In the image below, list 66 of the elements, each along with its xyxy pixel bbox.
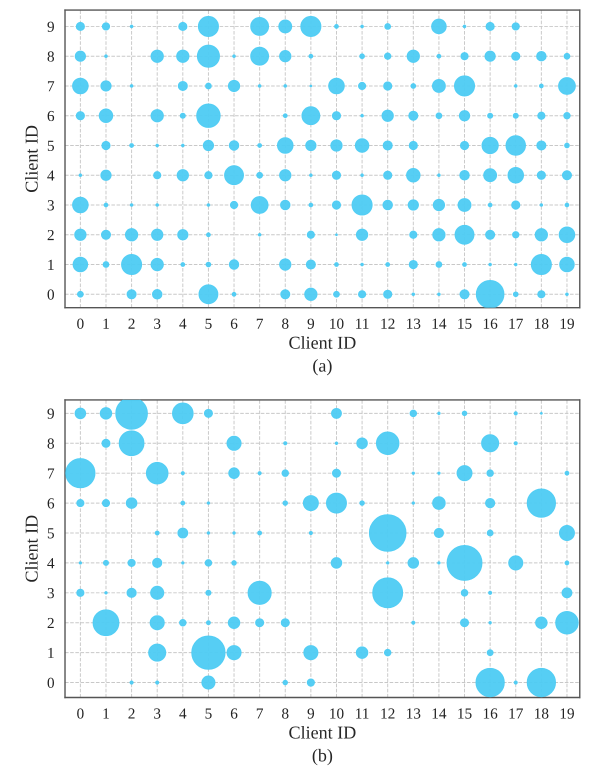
y-tick-label: 4 [47,170,54,181]
x-tick-label: 14 [432,708,446,719]
x-tick-label: 9 [308,708,314,719]
y-tick-label: 3 [48,588,54,598]
x-tick-label: 12 [381,708,394,719]
y-tick-label: 1 [48,648,54,658]
x-tick-label: 14 [432,318,446,329]
x-axis-title: Client ID [289,726,356,739]
x-tick-label: 8 [282,708,288,719]
x-tick-label: 2 [128,708,135,719]
x-tick-label: 10 [330,318,344,329]
x-tick-label: 19 [560,708,574,719]
x-tick-label: 9 [308,318,314,329]
x-tick-label: 12 [381,318,394,329]
y-tick-label: 5 [48,140,54,151]
x-tick-label: 16 [484,318,498,329]
x-tick-label: 8 [282,318,288,329]
y-tick-label: 9 [47,408,54,419]
text: (a) [313,359,332,376]
y-tick-label: 7 [48,468,54,478]
x-tick-label: 5 [205,318,212,329]
x-axis-title: Client ID [289,336,356,349]
y-tick-label: 9 [47,22,54,32]
x-tick-label: 3 [154,708,160,719]
x-tick-label: 6 [230,318,238,329]
x-tick-label: 4 [179,708,186,719]
x-tick-label: 5 [205,708,212,719]
x-tick-label: 0 [77,318,84,329]
y-tick-label: 0 [48,678,54,688]
y-tick-label: 2 [48,230,54,240]
y-tick-label: 6 [48,498,54,509]
text: (b) [312,748,332,766]
x-tick-label: 0 [77,708,84,719]
x-tick-label: 4 [179,318,186,329]
x-tick-label: 2 [128,318,135,329]
x-tick-label: 13 [407,318,420,329]
x-tick-label: 17 [509,708,523,719]
y-tick-label: 4 [47,558,54,568]
x-tick-label: 11 [356,708,369,719]
y-tick-label: 6 [48,110,54,122]
x-tick-label: 11 [356,318,369,329]
x-tick-label: 7 [256,318,264,329]
x-tick-label: 10 [330,708,344,719]
y-tick-label: 8 [48,51,54,62]
x-tick-label: 1 [104,708,109,719]
x-tick-label: 6 [230,708,238,719]
x-tick-label: 1 [104,318,109,329]
x-tick-label: 15 [458,318,472,329]
x-tick-label: 19 [560,318,574,329]
y-tick-label: 1 [48,260,54,270]
x-tick-label: 13 [407,708,420,719]
y-tick-label: 5 [48,528,54,538]
y-axis-title: Client ID [25,126,38,192]
y-tick-label: 8 [48,438,54,449]
y-tick-label: 2 [48,618,54,628]
x-tick-label: 3 [154,318,160,329]
x-tick-label: 7 [256,708,264,719]
y-tick-label: 7 [48,81,54,92]
y-axis-title: Client ID [25,516,38,582]
y-tick-label: 0 [48,289,54,300]
x-tick-label: 17 [509,318,523,329]
x-tick-label: 18 [535,708,548,719]
x-tick-label: 18 [535,318,548,329]
x-tick-label: 16 [484,708,498,719]
y-tick-label: 3 [48,200,54,210]
x-tick-label: 15 [458,708,472,719]
